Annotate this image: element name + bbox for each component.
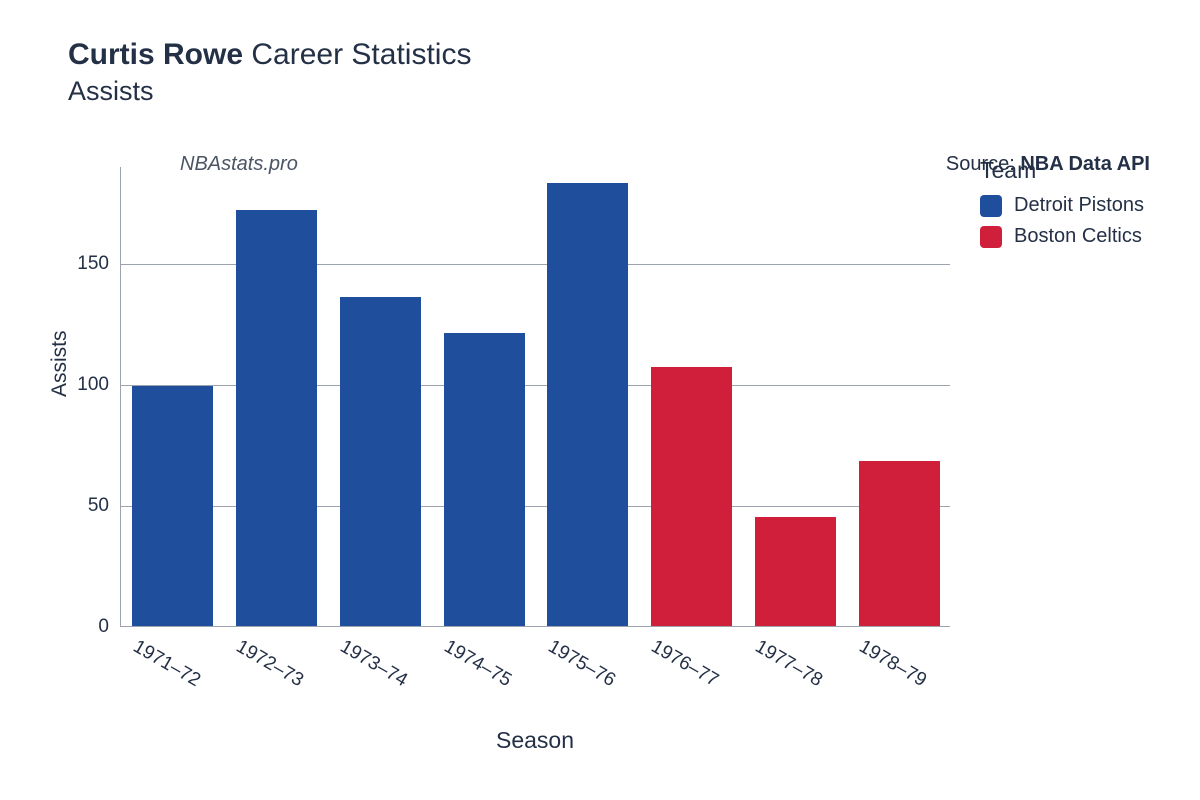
x-tick-label: 1971–72 xyxy=(129,636,204,692)
legend-item: Boston Celtics xyxy=(980,225,1144,248)
y-tick-label: 150 xyxy=(77,253,109,275)
x-tick-label: 1977–78 xyxy=(751,636,826,692)
bar xyxy=(651,367,732,626)
legend-item: Detroit Pistons xyxy=(980,194,1144,217)
title-suffix: Career Statistics xyxy=(251,38,471,71)
bar xyxy=(859,461,940,626)
bar xyxy=(132,386,213,626)
x-tick-label: 1972–73 xyxy=(232,636,307,692)
chart-subtitle: Assists xyxy=(68,76,1180,107)
title-block: Curtis Rowe Career Statistics Assists xyxy=(68,38,1180,107)
y-tick-label: 50 xyxy=(88,495,109,517)
bar xyxy=(236,210,317,626)
legend-label: Boston Celtics xyxy=(1014,225,1142,248)
x-tick-label: 1975–76 xyxy=(544,636,619,692)
legend-swatch xyxy=(980,195,1002,217)
legend-title: Team xyxy=(980,157,1144,184)
x-tick-label: 1974–75 xyxy=(440,636,515,692)
x-tick-label: 1978–79 xyxy=(855,636,930,692)
y-tick-label: 0 xyxy=(98,616,109,638)
bar xyxy=(755,517,836,626)
title-player: Curtis Rowe xyxy=(68,38,243,71)
x-axis-label: Season xyxy=(496,727,574,754)
chart-container: Curtis Rowe Career Statistics Assists NB… xyxy=(0,0,1200,800)
legend-swatch xyxy=(980,226,1002,248)
bar xyxy=(547,183,628,626)
x-tick-label: 1973–74 xyxy=(336,636,411,692)
bar xyxy=(340,297,421,626)
legend-label: Detroit Pistons xyxy=(1014,194,1144,217)
plot-area: 0501001501971–721972–731973–741974–75197… xyxy=(120,167,950,627)
x-tick-label: 1976–77 xyxy=(647,636,722,692)
bar xyxy=(444,333,525,626)
y-axis-label: Assists xyxy=(48,330,72,397)
chart-title: Curtis Rowe Career Statistics xyxy=(68,38,1180,72)
legend: Team Detroit Pistons Boston Celtics xyxy=(980,157,1144,256)
y-tick-label: 100 xyxy=(77,374,109,396)
